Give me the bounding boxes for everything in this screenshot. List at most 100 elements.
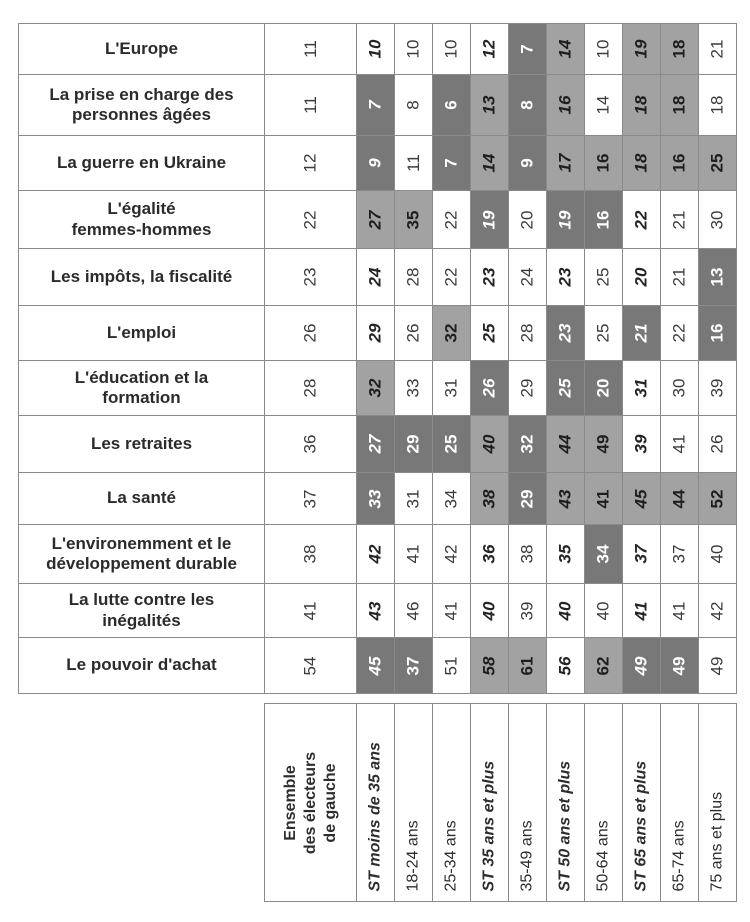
value-cell: 51 xyxy=(433,638,471,694)
value-text: 21 xyxy=(669,267,689,287)
value-cell: 19 xyxy=(471,191,509,249)
value-text: 38 xyxy=(517,544,537,564)
value-text: 25 xyxy=(441,434,461,454)
value-cell: 43 xyxy=(547,473,585,525)
value-text: 40 xyxy=(479,601,499,620)
value-text: 62 xyxy=(593,656,613,675)
value-text: 40 xyxy=(479,434,499,454)
header-cell: ST 65 ans et plus xyxy=(623,704,661,902)
value-cell: 35 xyxy=(395,191,433,249)
value-cell: 7 xyxy=(509,24,547,75)
value-text: 21 xyxy=(669,210,689,229)
value-text: 10 xyxy=(365,39,385,59)
value-cell: 18 xyxy=(699,75,737,136)
value-text: 25 xyxy=(593,323,613,343)
value-cell: 23 xyxy=(547,249,585,306)
value-text: 19 xyxy=(631,39,651,59)
value-cell: 16 xyxy=(585,136,623,191)
value-text: 28 xyxy=(517,323,537,343)
value-text: 41 xyxy=(669,434,689,454)
header-cell: ST moins de 35 ans xyxy=(357,704,395,902)
value-text: 16 xyxy=(593,153,613,173)
value-text: 41 xyxy=(441,601,461,620)
value-text: 31 xyxy=(631,378,651,398)
value-text: 21 xyxy=(707,39,727,59)
value-text: 49 xyxy=(593,434,613,454)
value-cell: 37 xyxy=(661,525,699,584)
value-text: 18 xyxy=(669,39,689,59)
value-cell: 25 xyxy=(547,361,585,416)
value-cell: 41 xyxy=(265,584,357,638)
value-text: 22 xyxy=(441,267,461,287)
value-cell: 29 xyxy=(509,361,547,416)
value-text: 41 xyxy=(669,601,689,620)
value-cell: 28 xyxy=(265,361,357,416)
value-text: 56 xyxy=(555,656,575,675)
value-cell: 32 xyxy=(433,306,471,361)
value-cell: 35 xyxy=(547,525,585,584)
row-label: La guerre en Ukraine xyxy=(19,136,265,191)
value-text: 28 xyxy=(403,267,423,287)
value-cell: 10 xyxy=(433,24,471,75)
value-text: 6 xyxy=(441,100,461,110)
value-text: 29 xyxy=(365,323,385,343)
value-cell: 31 xyxy=(623,361,661,416)
header-cell: 65-74 ans xyxy=(661,704,699,902)
value-cell: 22 xyxy=(433,191,471,249)
value-cell: 40 xyxy=(471,584,509,638)
value-cell: 11 xyxy=(265,75,357,136)
value-text: 54 xyxy=(300,656,320,675)
value-text: 11 xyxy=(300,40,320,58)
value-text: 7 xyxy=(517,44,537,54)
value-cell: 10 xyxy=(395,24,433,75)
value-cell: 11 xyxy=(395,136,433,191)
value-text: 49 xyxy=(669,656,689,675)
value-cell: 61 xyxy=(509,638,547,694)
value-cell: 39 xyxy=(699,361,737,416)
value-text: 24 xyxy=(365,267,385,287)
row-label: Les impôts, la fiscalité xyxy=(19,249,265,306)
value-text: 29 xyxy=(403,434,423,454)
value-cell: 32 xyxy=(357,361,395,416)
value-text: 14 xyxy=(555,39,575,59)
value-cell: 62 xyxy=(585,638,623,694)
value-cell: 36 xyxy=(471,525,509,584)
value-cell: 29 xyxy=(357,306,395,361)
value-text: 25 xyxy=(555,378,575,398)
value-cell: 56 xyxy=(547,638,585,694)
value-text: 10 xyxy=(593,39,613,59)
value-cell: 23 xyxy=(547,306,585,361)
value-text: 18 xyxy=(707,95,727,115)
value-cell: 20 xyxy=(585,361,623,416)
value-cell: 26 xyxy=(265,306,357,361)
value-cell: 21 xyxy=(661,249,699,306)
value-cell: 20 xyxy=(623,249,661,306)
row-label: L'emploi xyxy=(19,306,265,361)
value-cell: 18 xyxy=(661,75,699,136)
value-text: 12 xyxy=(300,153,320,173)
value-cell: 34 xyxy=(585,525,623,584)
value-text: 23 xyxy=(479,267,499,287)
value-text: 16 xyxy=(669,153,689,173)
value-cell: 44 xyxy=(661,473,699,525)
value-text: 37 xyxy=(300,489,320,508)
value-text: 36 xyxy=(479,544,499,564)
value-cell: 41 xyxy=(585,473,623,525)
value-cell: 16 xyxy=(661,136,699,191)
value-cell: 41 xyxy=(623,584,661,638)
value-cell: 16 xyxy=(547,75,585,136)
value-text: 29 xyxy=(517,378,537,398)
value-cell: 25 xyxy=(585,306,623,361)
value-cell: 31 xyxy=(433,361,471,416)
value-cell: 40 xyxy=(585,584,623,638)
header-text: 18-24 ans xyxy=(404,819,422,891)
value-text: 31 xyxy=(403,489,423,508)
value-text: 26 xyxy=(300,323,320,343)
value-cell: 7 xyxy=(357,75,395,136)
header-text: 65-74 ans xyxy=(670,819,688,891)
value-cell: 21 xyxy=(699,24,737,75)
value-text: 14 xyxy=(479,153,499,173)
value-text: 22 xyxy=(669,323,689,343)
value-text: 29 xyxy=(517,489,537,508)
value-text: 18 xyxy=(631,95,651,115)
